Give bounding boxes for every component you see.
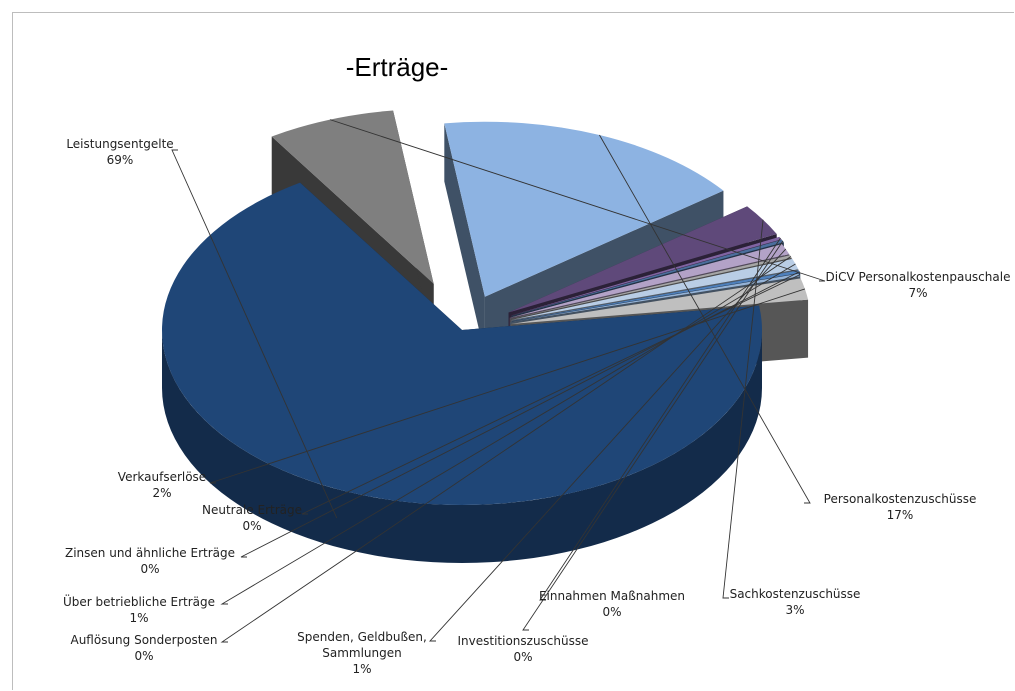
slice-top-face	[510, 278, 809, 324]
slice-label-investitionszuschuesse: Investitionszuschüsse 0%	[457, 634, 588, 664]
slice-top-face	[511, 236, 782, 316]
slice-label-line: Über betriebliche Erträge	[63, 593, 215, 609]
slice-percent: 1%	[352, 662, 371, 676]
slice-percent: 7%	[908, 286, 927, 300]
pie-slices-layer	[162, 110, 809, 563]
slice-label-leistungsentgelte: Leistungsentgelte 69%	[66, 137, 173, 167]
slice-percent: 0%	[140, 562, 159, 576]
leader-line-sachkostenzuschuesse	[722, 219, 764, 599]
slice-outer-wall	[162, 330, 762, 563]
slice-label-verkaufserloese: Verkaufserlöse 2%	[118, 470, 206, 500]
slice-label-line: Personalkostenzuschüsse	[824, 492, 977, 506]
slice-label-line: DiCV Personalkostenpauschale	[826, 270, 1011, 284]
slice-percent: 3%	[785, 603, 804, 617]
slice-label-neutrale-ertraege: Neutrale Erträge 0%	[202, 503, 302, 533]
slice-label-line: Spenden, Geldbußen,	[297, 630, 427, 644]
leader-line-zinsen-und-aehnliche-ertraege	[240, 271, 800, 558]
slice-top-face	[511, 239, 784, 316]
slice-top-face	[511, 258, 799, 321]
leader-line-verkaufserloese	[209, 288, 806, 484]
leader-lines-layer	[171, 119, 826, 643]
chart-title: -Erträge-	[346, 52, 449, 82]
slice-wall-start	[444, 123, 485, 355]
slice-label-line: Sammlungen	[322, 646, 402, 660]
leader-line-personalkostenzuschuesse	[599, 134, 811, 504]
slice-label-line: Neutrale Erträge	[202, 503, 302, 517]
slice-top-face	[510, 255, 792, 319]
leader-line-spenden-geldbussen-sammlungen	[428, 248, 787, 642]
slice-top-face	[509, 244, 790, 318]
leader-line-einnahmen-massnahmen	[539, 237, 781, 601]
slice-percent: 0%	[134, 649, 153, 663]
slice-label-line: Einnahmen Maßnahmen	[539, 589, 685, 603]
slice-label-line: Zinsen und ähnliche Erträge	[65, 546, 235, 560]
slice-top-face	[162, 182, 762, 505]
slice-label-zinsen-und-aehnliche-ertraege: Zinsen und ähnliche Erträge 0%	[65, 546, 235, 576]
slice-label-personalkostenzuschuesse: Personalkostenzuschüsse 17%	[824, 492, 977, 522]
leader-line-investitionszuschuesse	[522, 240, 784, 631]
slice-label-line: Sachkostenzuschüsse	[730, 587, 861, 601]
slice-label-einnahmen-massnahmen: Einnahmen Maßnahmen 0%	[539, 589, 685, 619]
leader-line-leistungsentgelte	[171, 149, 338, 519]
slice-percent: 0%	[242, 519, 261, 533]
slice-percent: 2%	[152, 486, 171, 500]
slice-label-line: Verkaufserlöse	[118, 470, 206, 484]
slice-top-face	[508, 206, 777, 313]
slice-percent: 0%	[513, 650, 532, 664]
slice-label-dicv-personalkostenpauschale: DiCV Personalkostenpauschale 7%	[826, 270, 1011, 300]
slice-label-sachkostenzuschuesse: Sachkostenzuschüsse 3%	[730, 587, 861, 617]
slice-label-line: Auflösung Sonderposten	[70, 633, 217, 647]
slice-label-ueber-betriebliche-ertraege: Über betriebliche Erträge 1%	[63, 593, 215, 625]
leader-line-neutrale-ertraege	[301, 274, 800, 515]
slice-labels-layer: Leistungsentgelte 69% DiCV Personalkostenp…	[63, 137, 1011, 676]
slice-label-line: Leistungsentgelte	[66, 137, 173, 151]
slice-top-face	[444, 121, 724, 297]
slice-percent: 17%	[887, 508, 914, 522]
slice-top-face	[510, 273, 800, 322]
slice-label-spenden-geldbussen-sammlungen: Spenden, Geldbußen, Sammlungen 1%	[297, 630, 427, 676]
slice-percent: 0%	[602, 605, 621, 619]
leader-line-aufloesung-sonderposten	[220, 256, 792, 643]
slice-label-line: Investitionszuschüsse	[457, 634, 588, 648]
slice-label-aufloesung-sonderposten: Auflösung Sonderposten 0%	[70, 633, 217, 663]
slice-top-face	[511, 270, 801, 322]
slice-percent: 69%	[107, 153, 134, 167]
leader-line-ueber-betriebliche-ertraege	[220, 263, 796, 605]
pie-slice-leistungsentgelte	[162, 182, 762, 563]
slice-top-face	[271, 110, 434, 284]
leader-line-dicv-personalkostenpauschale	[329, 119, 826, 282]
slice-percent: 1%	[129, 611, 148, 625]
